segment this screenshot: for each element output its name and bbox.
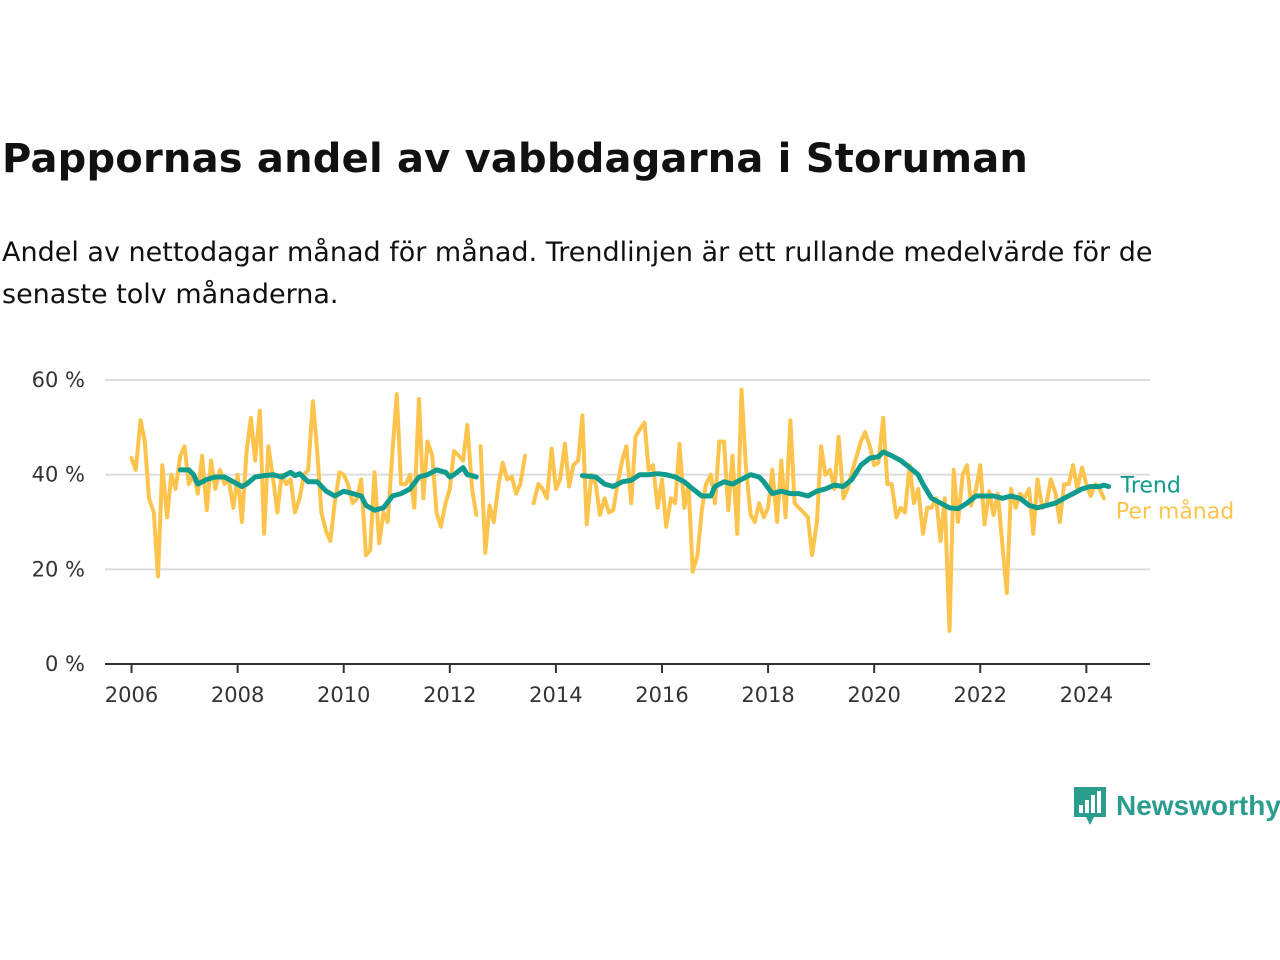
- series-line-segment: [579, 449, 1112, 512]
- series-line-segment: [531, 387, 1106, 633]
- newsworthy-logo: Newsworthy: [1072, 784, 1280, 828]
- bar-chart-speech-bubble-icon: [1074, 787, 1106, 825]
- series-layer: [129, 387, 1112, 633]
- x-tick-label: 2016: [635, 683, 688, 707]
- x-tick-label: 2022: [954, 683, 1007, 707]
- line-chart: 0 % 20 % 40 % 60 % 2006 2008 2010 2012 2014 2016…: [32, 368, 1235, 707]
- series-line-segment: [177, 465, 479, 513]
- series-line-segment: [478, 444, 528, 555]
- chart-title: Pappornas andel av vabbdagarna i Storuma…: [2, 136, 1029, 182]
- chart-subtitle: Andel av nettodagar månad för månad. Tre…: [2, 237, 1153, 310]
- series-label: Trend: [1120, 474, 1181, 499]
- brand-name: Newsworthy: [1116, 790, 1280, 821]
- x-tick-label: 2012: [423, 683, 476, 707]
- series-trend: [177, 449, 1112, 513]
- x-tick-label: 2020: [847, 683, 900, 707]
- x-tick-label: 2024: [1060, 683, 1113, 707]
- y-tick-label: 60 %: [32, 368, 85, 392]
- series-label: Per månad: [1116, 498, 1234, 524]
- series-line-segment: [129, 392, 479, 579]
- y-tick-label: 40 %: [32, 463, 85, 487]
- x-axis: 2006 2008 2010 2012 2014 2016 2018 2020 2022 2024: [105, 663, 1150, 707]
- y-tick-label: 0 %: [45, 652, 85, 676]
- x-tick-label: 2006: [105, 683, 158, 707]
- y-axis-ticks: 0 % 20 % 40 % 60 %: [32, 368, 85, 676]
- x-tick-label: 2018: [741, 683, 794, 707]
- x-tick-label: 2014: [529, 683, 582, 707]
- x-tick-label: 2008: [211, 683, 264, 707]
- y-tick-label: 20 %: [32, 557, 85, 581]
- x-tick-label: 2010: [317, 683, 370, 707]
